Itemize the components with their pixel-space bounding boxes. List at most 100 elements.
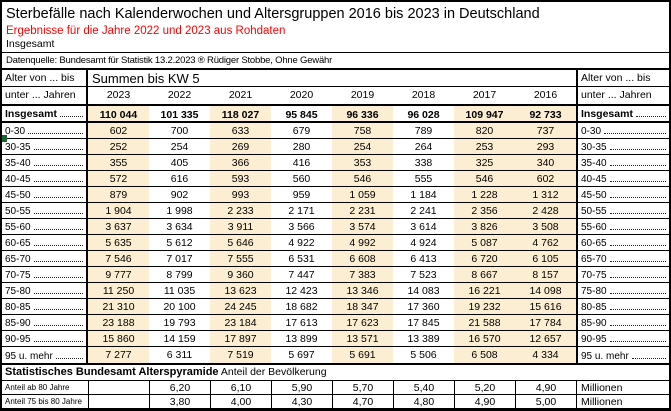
total-value: 118 027 — [210, 106, 271, 121]
dot-leader — [33, 325, 83, 326]
value-cell: 6 720 — [454, 251, 515, 266]
table-row: 65-70 7 546 7 017 7 555 6 531 6 608 6 413 6 720… — [2, 251, 669, 267]
row-label-left: unter ... Jahren — [2, 87, 88, 104]
value-cell: 3 637 — [88, 219, 149, 234]
value-cell: 4 924 — [410, 237, 437, 249]
value-cell: 14 159 — [163, 333, 196, 345]
label-text: 80-85 — [5, 302, 31, 313]
scope-label: Insgesamt — [6, 38, 55, 50]
value-cell: 879 — [88, 187, 149, 202]
table-row: 35-40 355 405 366 416 353 338 325 340 35-40 — [2, 155, 669, 171]
value-cell: 7 383 — [332, 267, 393, 282]
row-label-left: 0-30 — [2, 123, 88, 138]
dot-leader — [609, 213, 666, 214]
label-text: Insgesamt — [581, 108, 633, 120]
value-cell: 9 777 — [88, 267, 149, 282]
footer-header-rest: Anteil der Bevölkerung — [220, 366, 327, 378]
footer-value — [88, 381, 149, 394]
footer-value: 4,90 — [454, 395, 515, 408]
table-row: 30-35 252 254 269 280 254 264 253 293 30-35 — [2, 139, 669, 155]
row-label-right: 40-45 — [576, 171, 669, 186]
value-cell: 3 508 — [515, 219, 576, 234]
footer-row: Anteil 75 bis 80 Jahre 3,80 4,00 4,30 4,70 4,… — [2, 395, 669, 409]
value-cell: 546 — [454, 171, 515, 186]
value-cell: 3 826 — [454, 219, 515, 234]
label-text: 55-60 — [5, 222, 31, 233]
value-cell: 280 — [292, 141, 311, 153]
footer-value: 3,80 — [149, 395, 210, 408]
label-text: 50-55 — [5, 206, 31, 217]
row-label-left: 50-55 — [2, 203, 88, 218]
row-label-right: 70-75 — [576, 267, 669, 282]
value-cell: 4 334 — [515, 347, 576, 363]
value-cell: 1 312 — [515, 187, 576, 202]
table-row: 50-55 1 904 1 998 2 233 2 171 2 231 2 241 2 356… — [2, 203, 669, 219]
value-cell: 13 389 — [407, 333, 440, 345]
label-text: 35-40 — [581, 158, 607, 169]
row-label-left: 70-75 — [2, 267, 88, 282]
label-text: 90-95 — [5, 334, 31, 345]
total-value: 96 028 — [407, 109, 440, 121]
value-cell: 560 — [292, 173, 311, 185]
value-cell: 616 — [170, 173, 189, 185]
footer-value: 5,20 — [454, 381, 515, 394]
row-label-left: 85-90 — [2, 315, 88, 330]
footer-value: 5,90 — [271, 381, 332, 394]
value-cell: 1 904 — [88, 203, 149, 218]
dot-leader — [33, 149, 83, 150]
year-header: 2016 — [533, 89, 558, 101]
row-label-right: 65-70 — [576, 251, 669, 266]
total-row: Insgesamt 110 044 101 335 118 027 95 845 96 3… — [2, 104, 669, 123]
row-label-right: 90-95 — [576, 331, 669, 346]
footer-value: 6,10 — [210, 381, 271, 394]
dot-leader — [33, 245, 83, 246]
value-cell: 252 — [88, 139, 149, 154]
value-cell: 269 — [210, 139, 271, 154]
total-value: 109 947 — [454, 106, 515, 121]
footer-value: 4,00 — [210, 395, 271, 408]
dot-leader — [33, 293, 83, 294]
value-cell: 2 241 — [410, 205, 437, 217]
value-cell: 5 506 — [410, 349, 437, 361]
span-header: Summen bis KW 5 — [92, 71, 200, 86]
label-text: 65-70 — [581, 254, 607, 265]
dot-leader — [33, 165, 83, 166]
value-cell: 5 646 — [210, 235, 271, 250]
label-text: 70-75 — [5, 270, 31, 281]
table-row: 90-95 15 860 14 159 17 897 13 899 13 571 13 38… — [2, 331, 669, 347]
label-text: 45-50 — [5, 190, 31, 201]
dot-leader — [33, 197, 83, 198]
value-cell: 15 616 — [515, 299, 576, 314]
label-text: 85-90 — [581, 318, 607, 329]
label-text: 95 u. mehr — [5, 351, 53, 362]
row-label-right: 80-85 — [576, 299, 669, 314]
dot-leader — [33, 181, 83, 182]
value-cell: 338 — [414, 157, 433, 169]
footer-value: 6,20 — [149, 381, 210, 394]
value-cell: 254 — [170, 141, 189, 153]
value-cell: 6 531 — [288, 253, 315, 265]
value-cell: 3 634 — [166, 221, 193, 233]
unit-label: Millionen — [576, 381, 669, 394]
row-label-left: 45-50 — [2, 187, 88, 202]
table-row: 0-30 602 700 633 679 758 789 820 737 0-30 — [2, 123, 669, 139]
table-row: 80-85 21 310 20 100 24 245 18 682 18 347 17 36… — [2, 299, 669, 315]
row-label-right: Alter von ... bis — [576, 70, 669, 86]
value-cell: 8 667 — [454, 267, 515, 282]
value-cell: 2 171 — [288, 205, 315, 217]
row-label-left: 60-65 — [2, 235, 88, 250]
value-cell: 2 231 — [332, 203, 393, 218]
value-cell: 6 508 — [454, 347, 515, 363]
value-cell: 4 992 — [332, 235, 393, 250]
dot-leader — [609, 277, 666, 278]
footer-header-bold: Statistisches Bundesamt Alterspyramide — [5, 366, 219, 378]
dot-leader — [55, 358, 83, 359]
table-row: 45-50 879 902 993 959 1 059 1 184 1 228 1 312 45-… — [2, 187, 669, 203]
row-label-right: Insgesamt — [576, 106, 669, 121]
dot-leader — [33, 309, 83, 310]
label-text: 75-80 — [581, 286, 607, 297]
label-text: 75-80 — [5, 286, 31, 297]
value-cell: 13 623 — [210, 283, 271, 298]
label-text: unter ... Jahren — [581, 89, 652, 101]
table-row: 75-80 11 250 11 035 13 623 12 423 13 346 14 08… — [2, 283, 669, 299]
